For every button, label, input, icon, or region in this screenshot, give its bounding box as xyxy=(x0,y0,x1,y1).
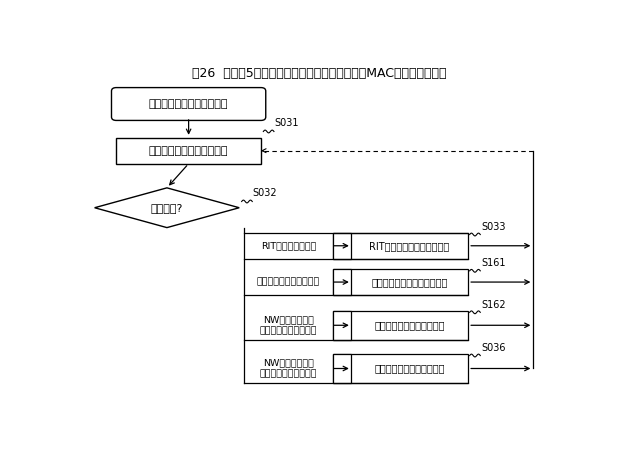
Text: 次のイベントまでスリープ: 次のイベントまでスリープ xyxy=(149,145,228,156)
Text: NW制御部からの
下りバッファへの登録: NW制御部からの 下りバッファへの登録 xyxy=(260,359,317,378)
Text: 下りバッファ登録イベント: 下りバッファ登録イベント xyxy=(374,364,445,374)
Polygon shape xyxy=(95,188,239,228)
Text: 上位ランク割り当てイベント: 上位ランク割り当てイベント xyxy=(371,277,448,287)
FancyBboxPatch shape xyxy=(333,311,468,340)
Text: S033: S033 xyxy=(481,222,506,232)
Text: S032: S032 xyxy=(253,188,277,198)
FancyBboxPatch shape xyxy=(333,269,468,295)
Text: NW制御部からの
上りバッファへの登録: NW制御部からの 上りバッファへの登録 xyxy=(260,316,317,335)
Text: 上りバッファ登録イベント: 上りバッファ登録イベント xyxy=(374,320,445,330)
FancyBboxPatch shape xyxy=(333,233,468,259)
FancyBboxPatch shape xyxy=(333,354,468,383)
Text: RITリクエスト送信イベント: RITリクエスト送信イベント xyxy=(369,241,450,251)
Text: 上位ランク通信割り当て: 上位ランク通信割り当て xyxy=(257,277,320,286)
Text: S162: S162 xyxy=(481,300,506,310)
Text: ネットワーク接続状態遷移: ネットワーク接続状態遷移 xyxy=(149,99,228,109)
Text: 図26  実施例5のネットワーク接続状態におけるMAC制御部の動作例: 図26 実施例5のネットワーク接続状態におけるMAC制御部の動作例 xyxy=(192,67,446,80)
FancyBboxPatch shape xyxy=(111,88,266,120)
FancyBboxPatch shape xyxy=(333,311,351,340)
Text: S036: S036 xyxy=(481,343,506,353)
FancyBboxPatch shape xyxy=(116,138,261,163)
FancyBboxPatch shape xyxy=(333,233,351,259)
Text: RITリクエスト送信: RITリクエスト送信 xyxy=(261,241,317,250)
Text: イベント?: イベント? xyxy=(151,203,183,213)
FancyBboxPatch shape xyxy=(333,269,351,295)
Text: S031: S031 xyxy=(274,118,299,128)
FancyBboxPatch shape xyxy=(333,354,351,383)
Text: S161: S161 xyxy=(481,259,506,269)
